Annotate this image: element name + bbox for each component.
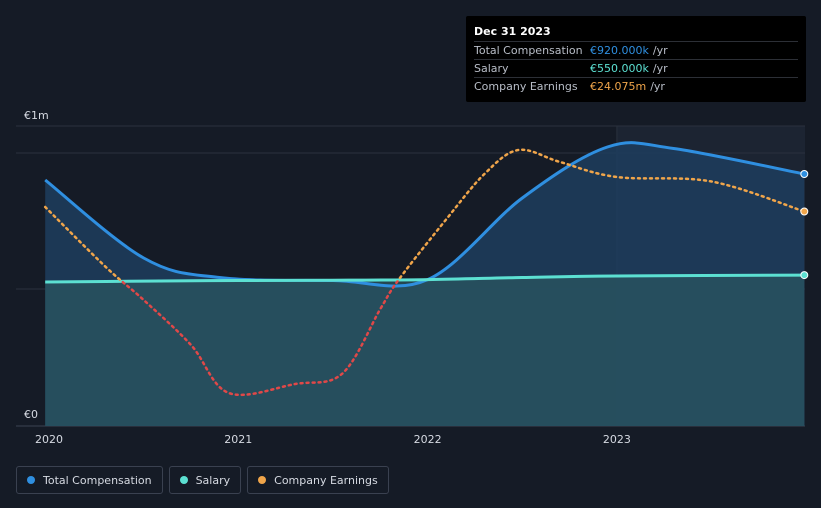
tooltip-date: Dec 31 2023 bbox=[474, 25, 551, 38]
legend-dot-icon bbox=[27, 476, 35, 484]
legend-item-salary[interactable]: Salary bbox=[168, 466, 242, 494]
tooltip-unit: /yr bbox=[650, 80, 665, 93]
legend-item-total-compensation[interactable]: Total Compensation bbox=[16, 466, 163, 494]
legend-label: Salary bbox=[195, 473, 231, 487]
salary-area bbox=[45, 275, 805, 426]
tooltip-row: Salary €550.000k /yr bbox=[474, 59, 798, 77]
tooltip-value: €920.000k bbox=[590, 44, 649, 57]
y-axis-label-top: €1m bbox=[24, 109, 49, 122]
legend-dot-icon bbox=[179, 476, 188, 484]
tooltip-label: Company Earnings bbox=[474, 80, 578, 93]
salary-line bbox=[45, 273, 805, 284]
tooltip-row: Company Earnings €24.075m /yr bbox=[474, 77, 798, 95]
legend-dot-icon bbox=[258, 476, 267, 484]
salary-end-dot bbox=[800, 271, 809, 280]
company-earnings-end-dot bbox=[800, 207, 809, 216]
tooltip-row: Total Compensation €920.000k /yr bbox=[474, 41, 798, 59]
x-tick-label: 2022 bbox=[414, 433, 442, 446]
legend: Total Compensation Salary Company Earnin… bbox=[16, 466, 395, 494]
tooltip-unit: /yr bbox=[652, 62, 668, 75]
y-axis-label-bottom: €0 bbox=[24, 408, 38, 421]
x-tick-label: 2020 bbox=[35, 433, 63, 446]
tooltip-value: €550.000k bbox=[590, 62, 649, 75]
tooltip-value: €24.075m bbox=[590, 80, 647, 93]
x-tick-label: 2023 bbox=[603, 433, 631, 446]
tooltip-label: Salary bbox=[474, 62, 509, 75]
legend-label: Company Earnings bbox=[274, 473, 378, 487]
legend-label: Total Compensation bbox=[43, 473, 152, 487]
tooltip: Dec 31 2023 Total Compensation €920.000k… bbox=[466, 16, 806, 102]
total-compensation-end-dot bbox=[800, 170, 809, 178]
tooltip-label: Total Compensation bbox=[474, 44, 583, 57]
legend-item-company-earnings[interactable]: Company Earnings bbox=[247, 466, 389, 494]
x-tick-label: 2021 bbox=[224, 433, 252, 446]
tooltip-unit: /yr bbox=[652, 44, 668, 57]
company-earnings-line-below bbox=[118, 280, 400, 397]
